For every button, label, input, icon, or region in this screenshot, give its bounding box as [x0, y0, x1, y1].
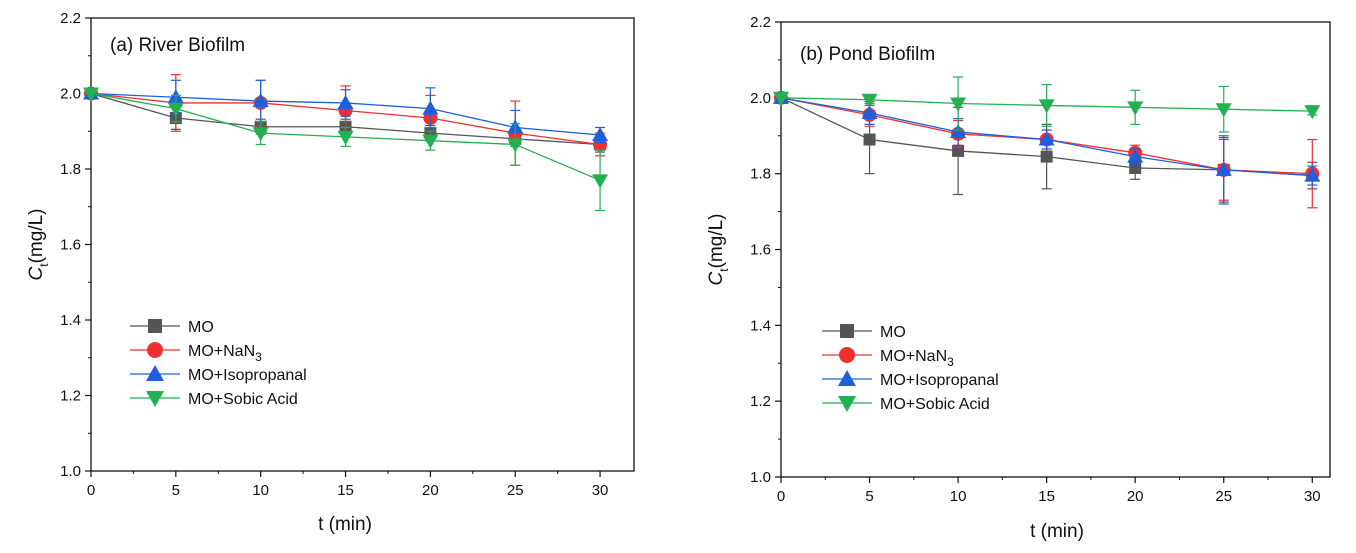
legend-item: MO+Isopropanal — [130, 365, 307, 384]
series-mo-sobic-acid — [83, 87, 609, 212]
legend-marker — [148, 319, 162, 333]
legend-marker — [838, 396, 856, 412]
panel-title: (b) Pond Biofilm — [800, 44, 935, 65]
plot-frame — [90, 17, 635, 472]
y-tick-label: 1.0 — [60, 463, 81, 480]
y-tick-label: 2.0 — [60, 86, 81, 103]
x-tick-label: 5 — [865, 488, 873, 505]
x-tick-label: 25 — [507, 482, 524, 499]
legend-label: MO+Sobic Acid — [188, 391, 298, 408]
legend-label: MO+Isopropanal — [188, 367, 307, 384]
data-point — [1215, 161, 1232, 176]
legend-marker — [838, 370, 856, 386]
y-tick-label: 1.4 — [750, 317, 771, 334]
legend-label: MO+NaN3 — [880, 348, 954, 369]
data-point — [1040, 150, 1053, 163]
legend-marker — [146, 391, 164, 407]
data-point — [952, 144, 965, 157]
data-point — [861, 105, 878, 119]
data-point — [863, 133, 876, 146]
legend: MO MO+NaN3 MO+Isopropanal MO+Sobic Acid — [822, 324, 999, 413]
x-tick-label: 0 — [777, 488, 785, 505]
data-point — [950, 123, 967, 138]
data-point — [592, 127, 609, 142]
panel-river-biofilm: 0 5 10 15 20 25 30 1.0 1.2 1.4 1.6 1.8 2.0 2.2 t (min)… — [26, 10, 635, 535]
y-tick-label: 2.2 — [750, 14, 771, 31]
y-tick-label: 2.0 — [750, 90, 771, 107]
series-mo-isopropanal — [773, 89, 1321, 205]
data-point — [1304, 167, 1321, 182]
legend-label: MO+Sobic Acid — [880, 396, 990, 413]
panel-title: (a) River Biofilm — [110, 35, 245, 56]
y-tick-label: 1.6 — [750, 242, 771, 259]
data-point — [1127, 101, 1144, 116]
x-tick-label: 25 — [1215, 488, 1232, 505]
legend-marker — [147, 342, 163, 358]
data-point — [1129, 161, 1142, 174]
data-point — [167, 102, 184, 117]
y-tick-label: 1.6 — [60, 237, 81, 254]
data-point — [950, 97, 967, 112]
data-point — [83, 87, 99, 102]
legend-item: MO+Isopropanal — [822, 370, 999, 389]
data-point — [422, 100, 439, 115]
x-tick-label: 10 — [252, 482, 269, 499]
y-tick-label: 1.8 — [750, 166, 771, 183]
legend-item: MO+Sobic Acid — [130, 391, 298, 408]
data-point — [1038, 131, 1055, 146]
y-tick-label: 2.2 — [60, 10, 81, 27]
data-point — [773, 91, 789, 106]
legend-item: MO+Sobic Acid — [822, 396, 990, 413]
data-point — [1038, 99, 1055, 114]
y-tick-label: 1.2 — [750, 393, 771, 410]
legend-item: MO — [822, 324, 906, 341]
x-tick-label: 30 — [592, 482, 609, 499]
x-tick-label: 0 — [87, 482, 95, 499]
legend-label: MO+NaN3 — [188, 343, 262, 364]
data-point — [861, 93, 878, 108]
legend-item: MO+NaN3 — [822, 347, 954, 369]
legend-label: MO+Isopropanal — [880, 372, 999, 389]
x-tick-label: 5 — [172, 482, 180, 499]
data-point — [592, 174, 609, 189]
legend-label: MO — [880, 324, 906, 341]
series-mo-nan3 — [84, 74, 608, 166]
y-tick-label: 1.0 — [750, 469, 771, 486]
legend-label: MO — [188, 319, 214, 336]
data-point — [422, 134, 439, 149]
data-point — [1127, 148, 1144, 163]
x-tick-label: 20 — [422, 482, 439, 499]
legend: MO MO+NaN3 MO+Isopropanal MO+Sobic Acid — [130, 319, 307, 408]
data-point — [252, 93, 269, 108]
data-point — [507, 138, 524, 153]
data-point — [252, 127, 269, 142]
legend-item: MO — [130, 319, 214, 336]
y-axis-title: Ct(mg/L) — [26, 209, 51, 281]
panel-pond-biofilm: 0 5 10 15 20 25 30 1.0 1.2 1.4 1.6 1.8 2.0 2.2 t (min)… — [706, 14, 1331, 542]
plot-frame — [780, 21, 1331, 478]
x-axis-title: t (min) — [318, 514, 372, 535]
data-point — [337, 94, 354, 109]
data-point — [337, 130, 354, 145]
x-tick-label: 30 — [1304, 488, 1321, 505]
data-point — [1304, 105, 1321, 120]
series-mo-sobic-acid — [773, 76, 1321, 133]
x-tick-label: 10 — [950, 488, 967, 505]
y-axis-title: Ct(mg/L) — [706, 214, 731, 286]
legend-marker — [146, 365, 164, 381]
y-tick-label: 1.8 — [60, 161, 81, 178]
legend-marker — [839, 347, 855, 363]
x-tick-label: 20 — [1127, 488, 1144, 505]
x-axis-title: t (min) — [1030, 521, 1084, 542]
legend-marker — [840, 324, 854, 338]
data-point — [1215, 103, 1232, 118]
x-tick-label: 15 — [1038, 488, 1055, 505]
y-tick-label: 1.4 — [60, 312, 81, 329]
x-tick-label: 15 — [337, 482, 354, 499]
y-tick-label: 1.2 — [60, 388, 81, 405]
legend-item: MO+NaN3 — [130, 342, 262, 364]
